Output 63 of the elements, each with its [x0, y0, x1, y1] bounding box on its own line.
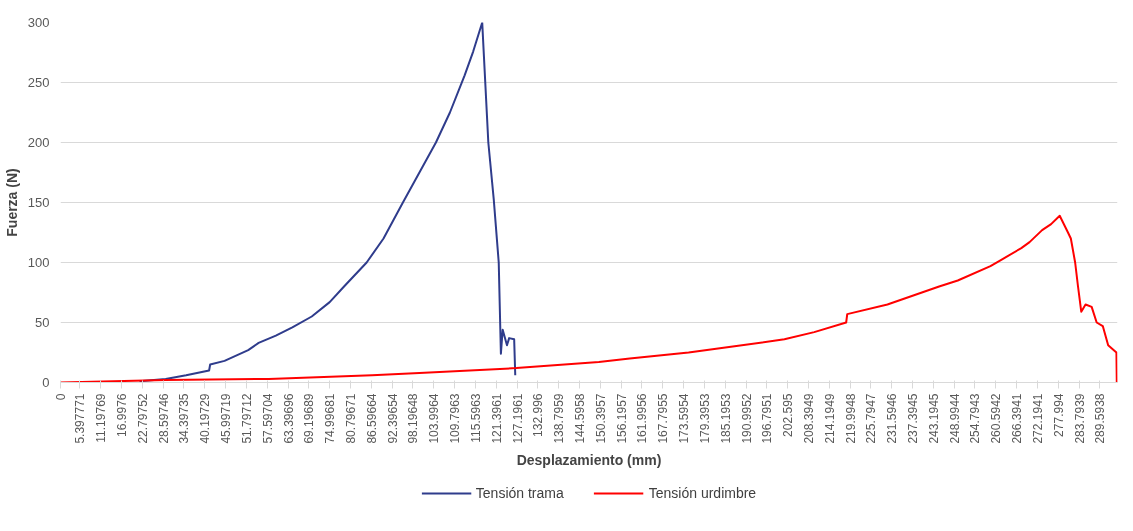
x-tick-label: 289.5938	[1093, 393, 1108, 444]
x-tick-label: 51.79712	[239, 393, 254, 444]
x-tick-label: 196.7951	[760, 393, 775, 444]
x-tick-label: 219.9948	[843, 393, 858, 444]
x-tick-label: 225.7947	[864, 393, 879, 444]
x-tick-label: 283.7939	[1072, 393, 1087, 444]
x-tick-label: 260.5942	[989, 393, 1004, 444]
x-tick-label: 161.9956	[635, 393, 650, 444]
y-tick-label: 150	[27, 195, 50, 210]
x-tick-label: 69.19689	[302, 393, 317, 444]
x-tick-label: 74.99681	[323, 393, 338, 444]
x-tick-label: 156.1957	[614, 393, 629, 444]
x-tick-label: 237.3945	[906, 393, 921, 444]
x-tick-label: 167.7955	[656, 393, 671, 444]
y-tick-label: 0	[42, 375, 50, 390]
y-tick-label: 250	[27, 75, 50, 90]
x-tick-label: 28.59746	[156, 393, 171, 444]
x-tick-label: 121.3961	[489, 393, 504, 444]
x-tick-label: 57.59704	[260, 393, 275, 444]
x-tick-label: 109.7963	[448, 393, 463, 444]
x-tick-label: 86.59664	[364, 393, 379, 444]
x-tick-label: 103.9964	[427, 393, 442, 444]
x-tick-label: 138.7959	[552, 393, 567, 444]
y-tick-label: 50	[35, 315, 50, 330]
x-tick-label: 243.1945	[926, 393, 941, 444]
x-tick-label: 115.5963	[468, 393, 483, 443]
x-tick-label: 0	[54, 393, 68, 401]
x-tick-label: 144.5958	[572, 393, 587, 444]
x-tick-label: 150.3957	[593, 393, 608, 444]
y-tick-label: 200	[27, 135, 50, 150]
x-axis-title: Desplazamiento (mm)	[516, 451, 662, 468]
x-tick-label: 266.3941	[1010, 393, 1025, 444]
x-tick-label: 5.397771	[73, 393, 88, 444]
x-tick-label: 132.996	[531, 393, 546, 437]
x-tick-label: 231.5946	[885, 393, 900, 444]
x-tick-label: 202.595	[781, 393, 796, 437]
x-tick-label: 185.1953	[718, 393, 733, 444]
x-tick-label: 173.5954	[677, 393, 692, 444]
x-tick-label: 92.39654	[385, 393, 400, 444]
x-tick-label: 11.19769	[94, 393, 109, 443]
y-tick-label: 300	[27, 15, 50, 30]
legend-label: Tensión trama	[475, 484, 564, 501]
x-tick-label: 179.3953	[697, 393, 712, 444]
x-tick-label: 248.9944	[947, 393, 962, 444]
y-axis-title: Fuerza (N)	[3, 168, 20, 237]
x-tick-label: 34.39735	[177, 393, 192, 444]
x-tick-label: 208.3949	[801, 393, 816, 444]
x-tick-label: 214.1949	[822, 393, 837, 444]
x-tick-label: 277.994	[1051, 393, 1066, 437]
x-tick-label: 16.9976	[115, 393, 130, 437]
x-tick-label: 190.9952	[739, 393, 754, 444]
x-tick-label: 272.1941	[1030, 393, 1045, 444]
x-tick-label: 80.79671	[343, 393, 358, 444]
y-tick-label: 100	[27, 255, 50, 270]
line-series	[60, 214, 1118, 383]
x-tick-label: 98.19648	[406, 393, 421, 444]
x-tick-label: 63.39696	[281, 393, 296, 444]
x-tick-label: 127.1961	[510, 393, 525, 444]
x-tick-label: 45.99719	[219, 393, 234, 444]
x-tick-label: 40.19729	[198, 393, 213, 444]
legend-label: Tensión urdimbre	[648, 484, 757, 501]
x-tick-label: 254.7943	[968, 393, 983, 444]
x-tick-label: 22.79752	[135, 393, 150, 444]
